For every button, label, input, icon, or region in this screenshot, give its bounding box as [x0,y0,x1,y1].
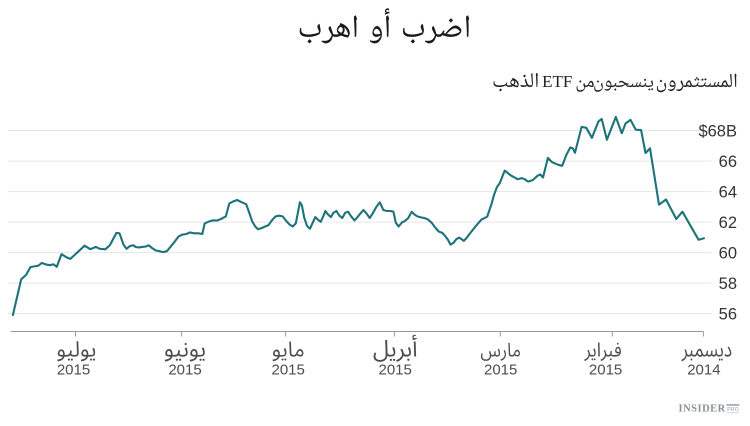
svg-text:2015: 2015 [272,362,305,379]
svg-text:56: 56 [719,306,737,324]
svg-text:2015: 2015 [168,362,201,379]
svg-text:2015: 2015 [484,362,517,379]
svg-text:INSIDER: INSIDER [679,404,726,415]
svg-text:2015: 2015 [589,362,622,379]
svg-text:62: 62 [719,214,737,232]
svg-text:2015: 2015 [379,362,412,379]
svg-text:2015: 2015 [57,362,90,379]
svg-text:ETF: ETF [542,72,572,91]
svg-text:58: 58 [719,275,737,293]
svg-text:$68B: $68B [698,123,737,141]
svg-text:60: 60 [719,245,737,263]
svg-text:66: 66 [719,153,737,171]
svg-text:PRO: PRO [727,407,739,413]
svg-text:64: 64 [719,184,737,202]
svg-text:2014: 2014 [687,362,720,379]
